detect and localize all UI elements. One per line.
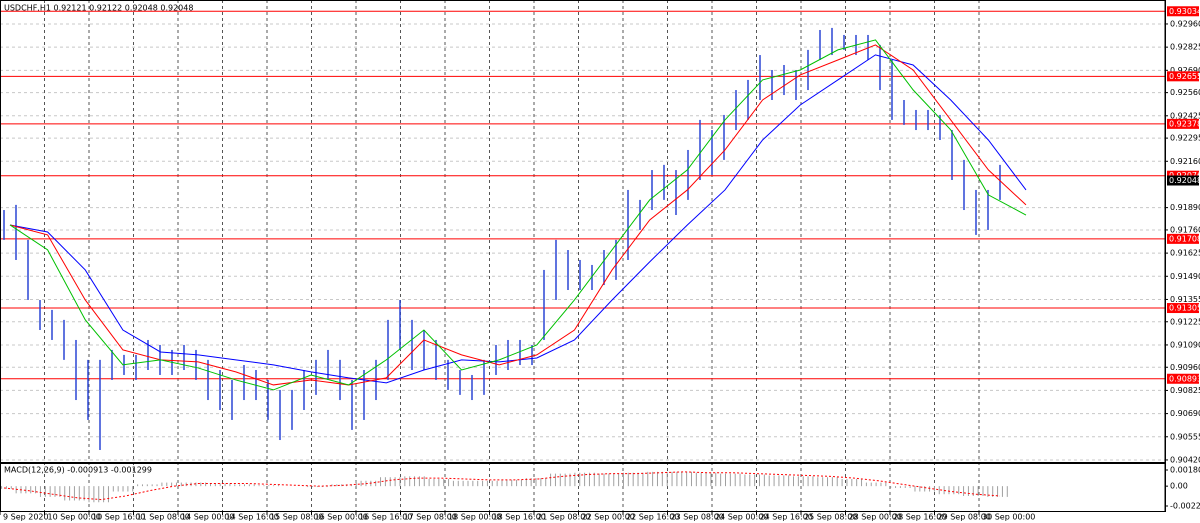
y-tick-label: 0.00: [1170, 482, 1188, 491]
level-label: 0.91305: [1169, 304, 1200, 313]
level-tag: [1167, 71, 1199, 82]
x-tick-label: 23 Sep 08:00: [671, 513, 724, 522]
y-tick-label: 0.90960: [1170, 363, 1200, 372]
price-tag: [1167, 175, 1199, 186]
y-tick-label: 0.91490: [1170, 272, 1200, 281]
x-tick-label: 17 Sep 08:00: [404, 513, 457, 522]
y-tick-label: 0.91890: [1170, 203, 1200, 212]
x-tick-label: 25 Sep 08:00: [804, 513, 857, 522]
level-label: 0.92378: [1169, 119, 1200, 128]
x-tick-label: 24 Sep 00:00: [715, 513, 768, 522]
x-tick-label: 10 Sep 00:00: [48, 513, 101, 522]
y-tick-label: 0.92560: [1170, 88, 1200, 97]
x-tick-label: 22 Sep 00:00: [582, 513, 635, 522]
level-tag: [1167, 118, 1199, 129]
x-tick-label: 18 Sep 00:00: [448, 513, 501, 522]
y-tick-label: 0.92295: [1170, 134, 1200, 143]
y-tick-label: 0.90555: [1170, 432, 1200, 441]
x-tick-label: 28 Sep 16:00: [893, 513, 946, 522]
y-tick-label: 0.90690: [1170, 409, 1200, 418]
y-tick-label: 0.001807: [1170, 466, 1200, 475]
x-tick-label: 9 Sep 2020: [3, 513, 49, 522]
y-tick-label: 0.91225: [1170, 317, 1200, 326]
moving-average: [9, 39, 1027, 391]
level-label: 0.92655: [1169, 72, 1200, 81]
y-tick-label: 0.90825: [1170, 386, 1200, 395]
level-tag: [1167, 373, 1199, 384]
level-tag: [1167, 6, 1199, 17]
x-tick-label: 21 Sep 08:00: [537, 513, 590, 522]
x-tick-label: 16 Sep 00:00: [315, 513, 368, 522]
x-tick-label: 15 Sep 08:00: [270, 513, 323, 522]
level-label: 0.91708: [1169, 234, 1200, 243]
frame: [0, 463, 1166, 512]
chart-title: USDCHF,H1 0.92121 0.92122 0.92048 0.9204…: [4, 4, 193, 13]
y-tick-label: -0.002219: [1170, 502, 1200, 511]
x-tick-label: 30 Sep 00:00: [982, 513, 1035, 522]
macd-title: MACD(12,26,9) -0.000913 -0.001299: [4, 466, 152, 475]
y-tick-label: 0.92425: [1170, 111, 1200, 120]
signal-line: [3, 471, 1001, 501]
y-tick-label: 0.91355: [1170, 295, 1200, 304]
level-label: 0.93034: [1169, 7, 1200, 16]
x-tick-label: 11 Sep 08:00: [137, 513, 190, 522]
y-tick-label: 0.92160: [1170, 157, 1200, 166]
x-tick-label: 14 Sep 00:00: [181, 513, 234, 522]
y-tick-label: 0.91760: [1170, 225, 1200, 234]
y-tick-label: 0.92960: [1170, 19, 1200, 28]
frame: [0, 0, 1166, 463]
y-tick-label: 0.91090: [1170, 340, 1200, 349]
x-tick-label: 14 Sep 16:00: [226, 513, 279, 522]
level-tag: [1167, 303, 1199, 314]
x-tick-label: 29 Sep 08:00: [938, 513, 991, 522]
level-label: 0.90893: [1169, 374, 1200, 383]
x-tick-label: 28 Sep 00:00: [849, 513, 902, 522]
y-tick-label: 0.91625: [1170, 249, 1200, 258]
y-tick-label: 0.92690: [1170, 66, 1200, 75]
current-price: 0.92048: [1169, 176, 1200, 185]
y-tick-label: 0.90420: [1170, 455, 1200, 464]
level-tag: [1167, 233, 1199, 244]
moving-average: [9, 44, 1027, 386]
x-tick-label: 24 Sep 16:00: [760, 513, 813, 522]
y-tick-label: 0.92825: [1170, 43, 1200, 52]
x-tick-label: 10 Sep 16:00: [92, 513, 145, 522]
x-tick-label: 22 Sep 16:00: [626, 513, 679, 522]
x-tick-label: 16 Sep 16:00: [359, 513, 412, 522]
x-tick-label: 18 Sep 16:00: [493, 513, 546, 522]
